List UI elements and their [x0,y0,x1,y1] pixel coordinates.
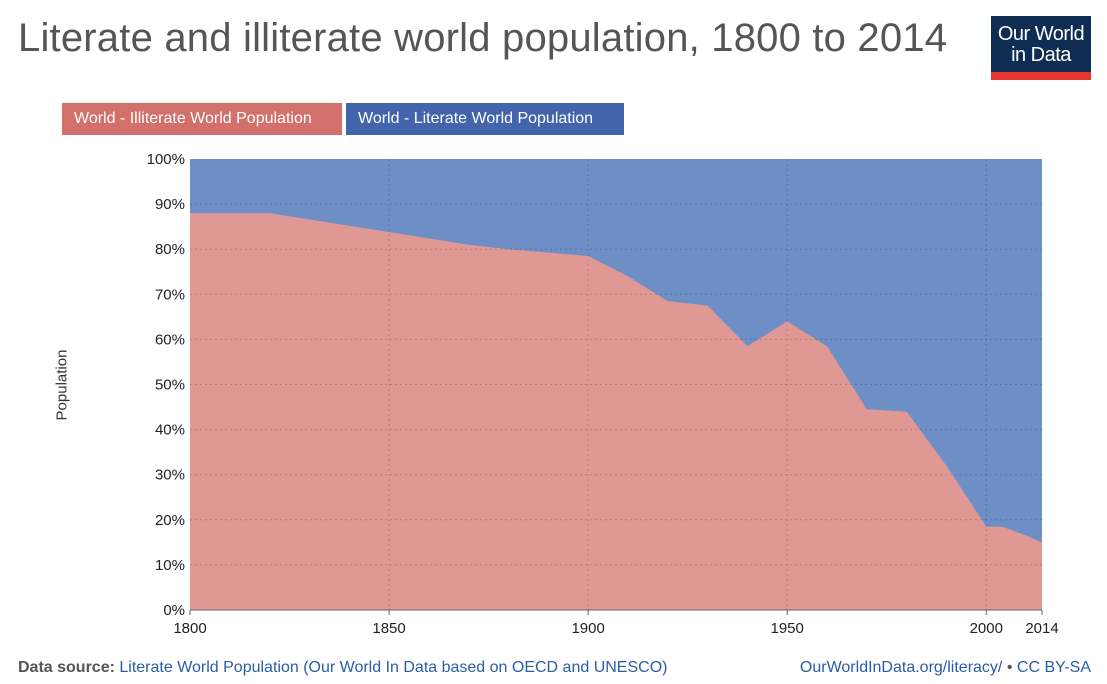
y-tick-label: 100% [147,151,185,168]
y-tick-label: 80% [155,241,185,258]
y-tick-label: 40% [155,422,185,439]
illiterate-area [190,213,1042,610]
data-source: Data source: Literate World Population (… [18,659,667,677]
logo-red-bar [991,72,1091,80]
y-tick-label: 0% [163,602,185,619]
y-tick-label: 60% [155,331,185,348]
legend-literate[interactable]: World - Literate World Population [346,103,624,135]
logo-line-1: Our World [997,23,1085,45]
x-tick-label: 2014 [1025,620,1058,637]
owid-logo[interactable]: Our World in Data [991,16,1091,80]
x-tick-label: 1900 [571,620,604,637]
y-tick-label: 30% [155,467,185,484]
y-tick-label: 70% [155,286,185,303]
data-source-label: Data source: [18,659,115,676]
x-tick-label: 1950 [771,620,804,637]
license-link[interactable]: CC BY-SA [1016,659,1091,676]
footer-links: OurWorldInData.org/literacy/ • CC BY-SA [800,659,1091,677]
y-tick-label: 50% [155,377,185,394]
logo-line-2: in Data [1011,44,1071,66]
y-tick-label: 10% [155,557,185,574]
y-tick-label: 90% [155,196,185,213]
x-tick-label: 1800 [173,620,206,637]
legend-illiterate[interactable]: World - Illiterate World Population [62,103,342,135]
data-source-link[interactable]: Literate World Population (Our World In … [119,659,668,676]
literacy-link[interactable]: OurWorldInData.org/literacy/ [799,659,1003,676]
y-tick-label: 20% [155,512,185,529]
chart-title: Literate and illiterate world population… [18,16,948,60]
x-tick-label: 1850 [372,620,405,637]
footer-separator: • [1006,659,1013,676]
x-tick-label: 2000 [970,620,1003,637]
